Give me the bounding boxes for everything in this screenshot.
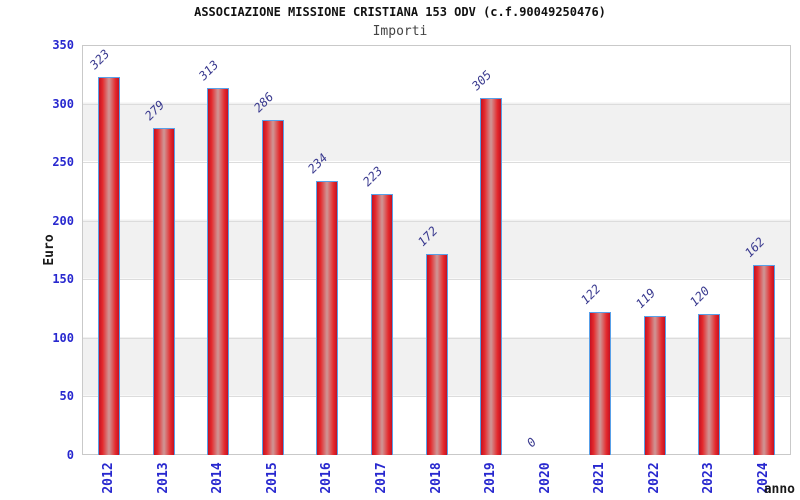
bar-2024 (752, 265, 775, 455)
x-tick-2020: 2020 (537, 462, 553, 494)
chart-title: ASSOCIAZIONE MISSIONE CRISTIANA 153 ODV … (194, 5, 606, 19)
x-tick-2021: 2021 (592, 462, 608, 494)
y-tick-350: 350 (52, 38, 74, 52)
y-tick-50: 50 (59, 389, 74, 404)
x-tick-2014: 2014 (210, 462, 226, 494)
x-tick-2016: 2016 (319, 462, 335, 494)
bar-2021 (589, 312, 612, 455)
bar-2018 (425, 253, 448, 455)
bar-2014 (207, 88, 230, 455)
y-tick-100: 100 (52, 330, 74, 345)
bar-2016 (316, 180, 339, 455)
bar-2023 (698, 314, 721, 455)
x-tick-2018: 2018 (428, 462, 444, 494)
y-tick-0: 0 (66, 448, 74, 462)
x-tick-2012: 2012 (101, 462, 117, 494)
bar-2017 (370, 193, 393, 455)
y-tick-150: 150 (52, 272, 74, 287)
x-axis-title: anno (763, 482, 795, 497)
y-tick-200: 200 (52, 213, 74, 228)
x-tick-2015: 2015 (264, 462, 280, 494)
bar-2015 (261, 119, 284, 455)
bar-2022 (643, 315, 666, 455)
x-tick-2017: 2017 (373, 462, 389, 494)
bar-2013 (152, 128, 175, 455)
gridline-200 (83, 220, 790, 222)
bar-2019 (480, 97, 503, 455)
chart-subtitle: Importi (372, 24, 428, 39)
x-tick-2013: 2013 (155, 462, 171, 494)
y-tick-250: 250 (52, 155, 74, 170)
gridline-300 (83, 103, 790, 105)
y-tick-300: 300 (52, 96, 74, 111)
gridline-250 (83, 162, 790, 164)
bar-2012 (98, 76, 121, 455)
x-tick-2023: 2023 (701, 462, 717, 494)
x-tick-2019: 2019 (483, 462, 499, 494)
x-tick-2022: 2022 (646, 462, 662, 494)
